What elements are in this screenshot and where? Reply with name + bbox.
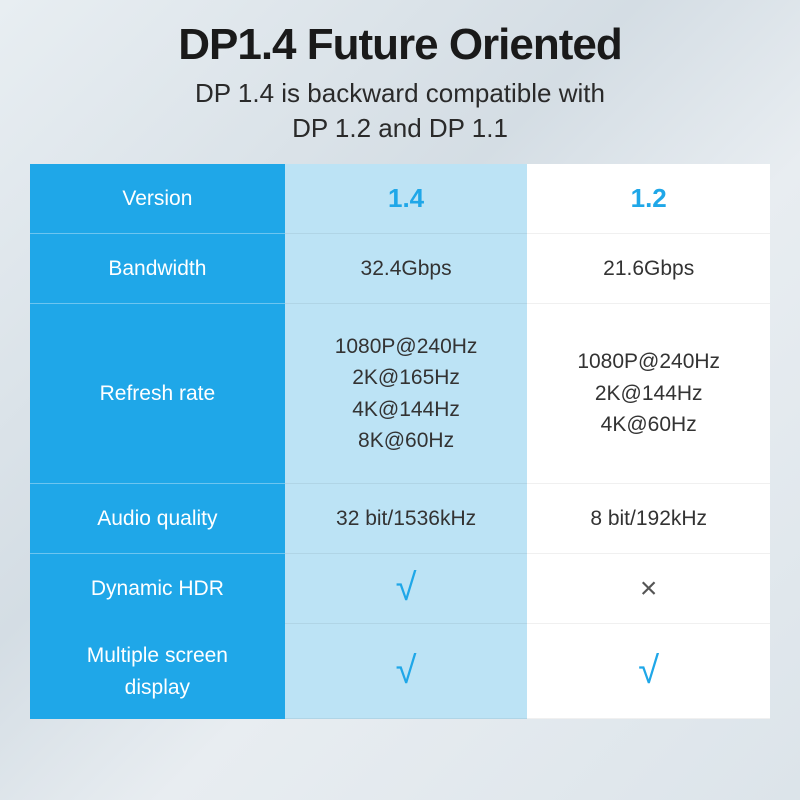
cell-version-1.2: 1.2 <box>527 164 770 234</box>
row-label-version: Version <box>30 164 285 234</box>
subtitle: DP 1.4 is backward compatible with DP 1.… <box>30 76 770 146</box>
cell-version-1.4: 1.4 <box>285 164 528 234</box>
row-label-refresh: Refresh rate <box>30 304 285 484</box>
row-label-multiscreen: Multiple screen display <box>30 624 285 719</box>
check-icon: √ <box>638 643 659 700</box>
row-label-bandwidth: Bandwidth <box>30 234 285 304</box>
cell-multiscreen-1.2: √ <box>527 624 770 719</box>
row-label-hdr: Dynamic HDR <box>30 554 285 624</box>
cell-refresh-1.2: 1080P@240Hz 2K@144Hz 4K@60Hz <box>527 304 770 484</box>
check-icon: √ <box>396 560 417 617</box>
cell-hdr-1.2: × <box>527 554 770 624</box>
cell-bandwidth-1.2: 21.6Gbps <box>527 234 770 304</box>
header: DP1.4 Future Oriented DP 1.4 is backward… <box>30 20 770 146</box>
comparison-table: Version 1.4 1.2 Bandwidth 32.4Gbps 21.6G… <box>30 164 770 719</box>
subtitle-line1: DP 1.4 is backward compatible with <box>195 78 605 108</box>
cell-bandwidth-1.4: 32.4Gbps <box>285 234 528 304</box>
check-icon: √ <box>396 643 417 700</box>
page-title: DP1.4 Future Oriented <box>30 20 770 70</box>
cell-refresh-1.4: 1080P@240Hz 2K@165Hz 4K@144Hz 8K@60Hz <box>285 304 528 484</box>
cell-audio-1.2: 8 bit/192kHz <box>527 484 770 554</box>
cross-icon: × <box>640 566 658 611</box>
cell-multiscreen-1.4: √ <box>285 624 528 719</box>
cell-hdr-1.4: √ <box>285 554 528 624</box>
subtitle-line2: DP 1.2 and DP 1.1 <box>292 113 508 143</box>
row-label-audio: Audio quality <box>30 484 285 554</box>
cell-audio-1.4: 32 bit/1536kHz <box>285 484 528 554</box>
